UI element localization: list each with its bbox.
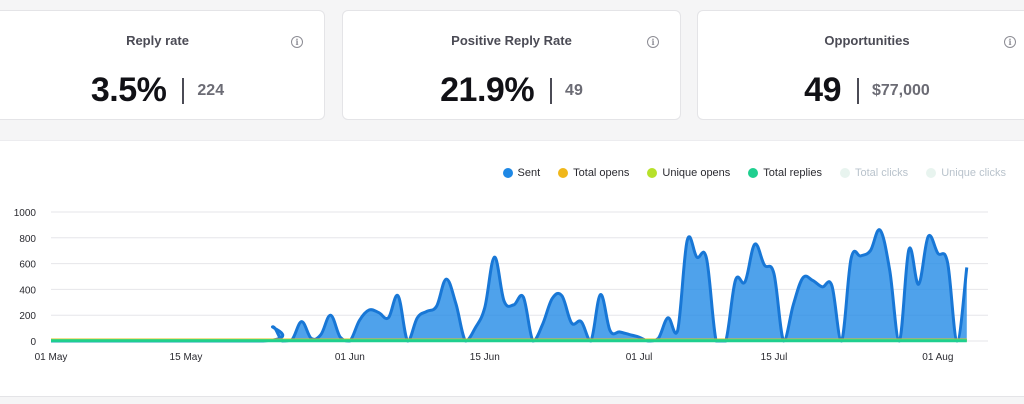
legend-item-unique-clicks[interactable]: Unique clicks (926, 167, 1006, 179)
series-sent-line (50, 228, 969, 343)
x-tick-label: 01 Jun (335, 352, 365, 363)
chart-legend: Sent Total opens Unique opens Total repl… (502, 167, 1006, 179)
legend-label: Unique opens (662, 167, 731, 179)
metric-subvalue: 224 (197, 81, 225, 99)
card-title: Opportunities (824, 33, 910, 48)
legend-label: Total replies (763, 167, 822, 179)
metric-value: 49 (804, 71, 841, 109)
series-sent-area (51, 229, 967, 341)
y-tick-label: 0 (30, 337, 36, 348)
panel-bottom-border (0, 396, 1024, 397)
divider (550, 77, 553, 104)
x-tick-label: 15 Jul (761, 352, 788, 363)
legend-label: Unique clicks (941, 167, 1006, 179)
stat-card-positive-reply-rate: Positive Reply Rate i 21.9% 49 (342, 10, 681, 120)
legend-item-total-replies[interactable]: Total replies (748, 167, 822, 179)
x-tick-label: 15 Jun (470, 352, 500, 363)
legend-item-sent[interactable]: Sent (502, 167, 541, 179)
legend-dot (502, 168, 513, 178)
x-tick-label: 01 Jul (626, 352, 653, 363)
metric-value: 3.5% (90, 71, 167, 109)
legend-label: Total clicks (855, 167, 909, 179)
stat-card-reply-rate: Reply rate i 3.5% 224 (0, 10, 325, 120)
divider (182, 77, 185, 104)
stat-card-opportunities: Opportunities i 49 $77,000 (697, 10, 1024, 120)
legend-dot (558, 168, 569, 178)
x-tick-label: 01 May (35, 352, 68, 363)
legend-dot (647, 168, 658, 178)
y-tick-label: 400 (19, 285, 36, 296)
info-icon[interactable]: i (291, 36, 303, 48)
card-title: Positive Reply Rate (451, 33, 572, 48)
metric: 49 $77,000 (698, 71, 1024, 110)
legend-item-total-clicks[interactable]: Total clicks (840, 167, 908, 179)
metric: 21.9% 49 (343, 71, 680, 110)
legend-dot (926, 168, 937, 178)
y-tick-label: 200 (19, 311, 36, 322)
metric: 3.5% 224 (0, 71, 324, 110)
divider (856, 77, 859, 104)
card-title: Reply rate (126, 33, 189, 48)
info-icon[interactable]: i (1004, 36, 1016, 48)
legend-item-total-opens[interactable]: Total opens (558, 167, 629, 179)
y-tick-label: 600 (19, 260, 36, 271)
legend-label: Total opens (573, 167, 630, 179)
info-icon[interactable]: i (647, 36, 659, 48)
x-tick-label: 01 Aug (922, 352, 953, 363)
x-tick-label: 15 May (170, 352, 203, 363)
legend-label: Sent (517, 167, 541, 179)
legend-item-unique-opens[interactable]: Unique opens (647, 167, 730, 179)
metric-subvalue: $77,000 (871, 81, 930, 99)
legend-dot (840, 168, 850, 178)
metric-value: 21.9% (440, 71, 535, 109)
y-tick-label: 1000 (14, 208, 37, 219)
metric-subvalue: 49 (565, 81, 583, 99)
y-tick-label: 800 (19, 234, 36, 245)
legend-dot (748, 168, 759, 178)
